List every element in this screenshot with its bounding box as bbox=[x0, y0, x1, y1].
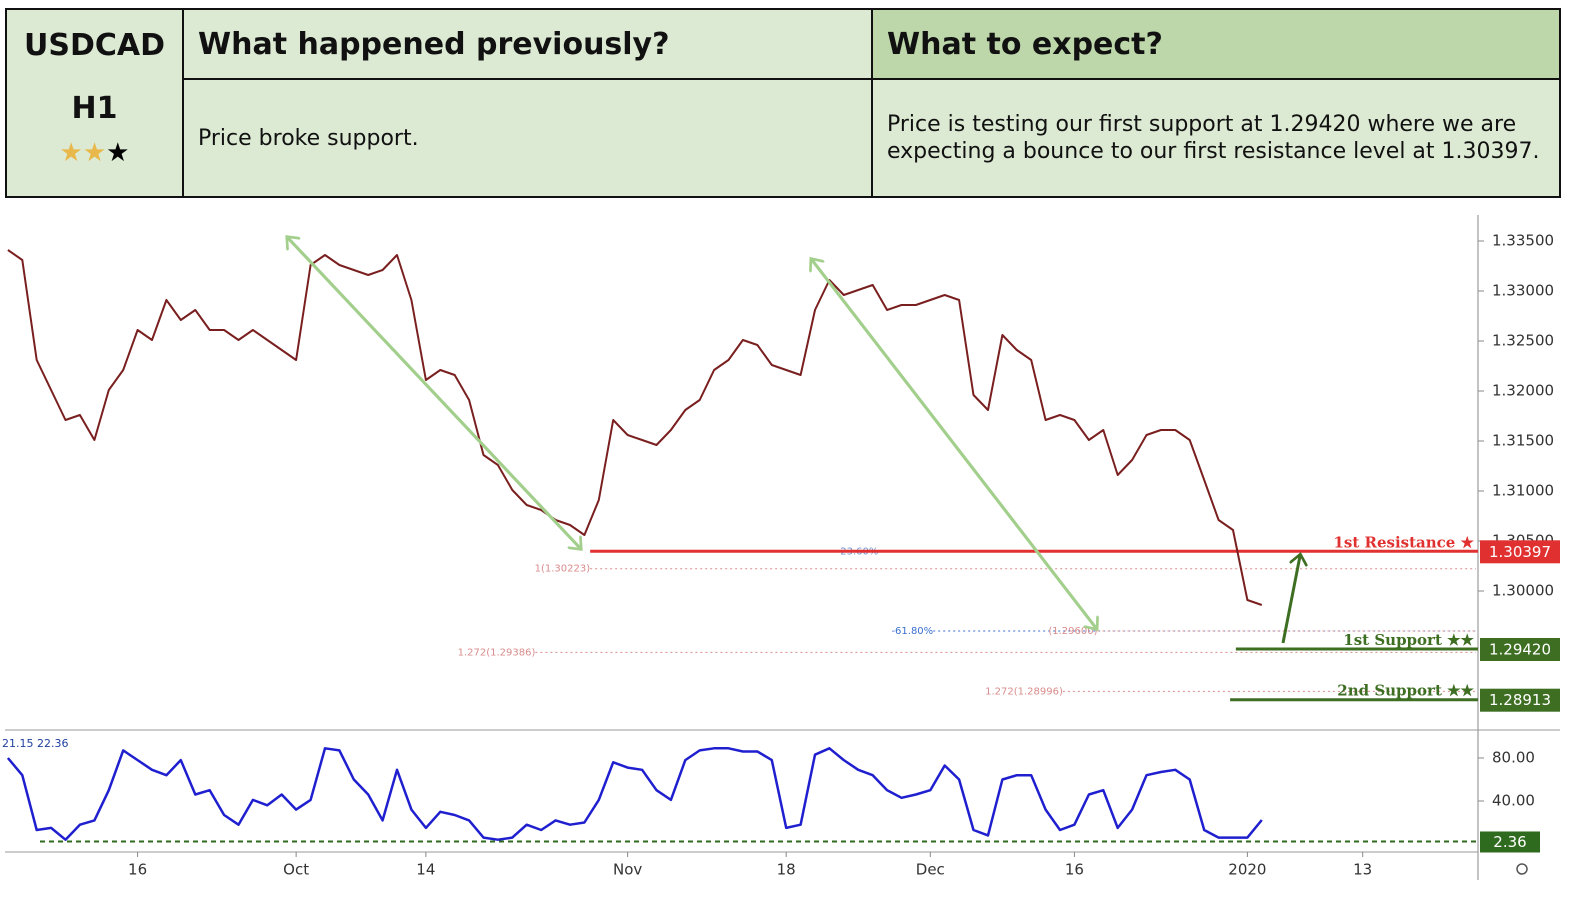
y-tick-label: 1.33000 bbox=[1492, 282, 1554, 300]
level-box bbox=[1480, 831, 1540, 853]
level-name: 2nd Support ★★ bbox=[1337, 682, 1474, 700]
x-tick-label: Dec bbox=[916, 861, 945, 879]
x-tick-label: 13 bbox=[1353, 861, 1372, 879]
level-label: 1.29420 bbox=[1489, 641, 1551, 659]
y-tick-label: 1.31500 bbox=[1492, 432, 1554, 450]
arrow bbox=[810, 259, 1096, 628]
level-label: 2.36 bbox=[1493, 833, 1526, 851]
x-tick-label: Oct bbox=[283, 861, 309, 879]
series-line bbox=[7, 249, 1263, 606]
y-tick-label: 40.00 bbox=[1492, 791, 1535, 809]
x-tick-label: 18 bbox=[777, 861, 796, 879]
series-line bbox=[6, 747, 1263, 841]
symbol: USDCAD bbox=[23, 28, 165, 63]
drawings bbox=[286, 236, 1300, 644]
level-box bbox=[1480, 540, 1560, 564]
legend: 21.15 22.36 bbox=[2, 737, 68, 750]
timeframe: H1 bbox=[71, 91, 118, 126]
fib-label: (1.29600) bbox=[1048, 626, 1097, 637]
level-box bbox=[1480, 688, 1560, 712]
level-name: 1st Support ★★ bbox=[1343, 631, 1474, 649]
fib-label: 1(1.30223) bbox=[535, 564, 591, 575]
y-tick-label: 1.33500 bbox=[1492, 232, 1554, 250]
y-tick-label: 1.31000 bbox=[1492, 482, 1554, 500]
settings-icon[interactable] bbox=[1516, 863, 1528, 875]
fib-label: 1.272(1.28996) bbox=[985, 686, 1063, 697]
x-tick-label: 16 bbox=[1065, 861, 1084, 879]
y-tick-label: 1.32500 bbox=[1492, 332, 1554, 350]
y-tick-label: 80.00 bbox=[1492, 748, 1535, 766]
previous-heading: What happened previously? bbox=[182, 8, 873, 80]
fib-label: -61.80% bbox=[891, 626, 933, 637]
expect-text: Price is testing our first support at 1.… bbox=[871, 78, 1561, 198]
x-tick-label: 14 bbox=[416, 861, 435, 879]
stars: ★★★ bbox=[59, 138, 130, 168]
x-tick-label: Nov bbox=[613, 861, 642, 879]
level-box bbox=[1480, 638, 1560, 661]
arrow bbox=[286, 236, 580, 548]
level-label: 1.30397 bbox=[1489, 543, 1551, 561]
x-tick-label: 2020 bbox=[1228, 861, 1266, 879]
symbol-cell: USDCAD H1 ★★★ bbox=[5, 8, 184, 198]
fib-label: 1.272(1.29386) bbox=[458, 647, 536, 658]
x-tick-label: 16 bbox=[128, 861, 147, 879]
y-tick-label: 1.32000 bbox=[1492, 382, 1554, 400]
level-name: 1st Resistance ★ bbox=[1333, 533, 1474, 551]
arrow bbox=[1281, 556, 1300, 644]
y-tick-label: 1.30000 bbox=[1492, 582, 1554, 600]
previous-text: Price broke support. bbox=[182, 78, 873, 198]
level-label: 1.28913 bbox=[1489, 691, 1551, 709]
